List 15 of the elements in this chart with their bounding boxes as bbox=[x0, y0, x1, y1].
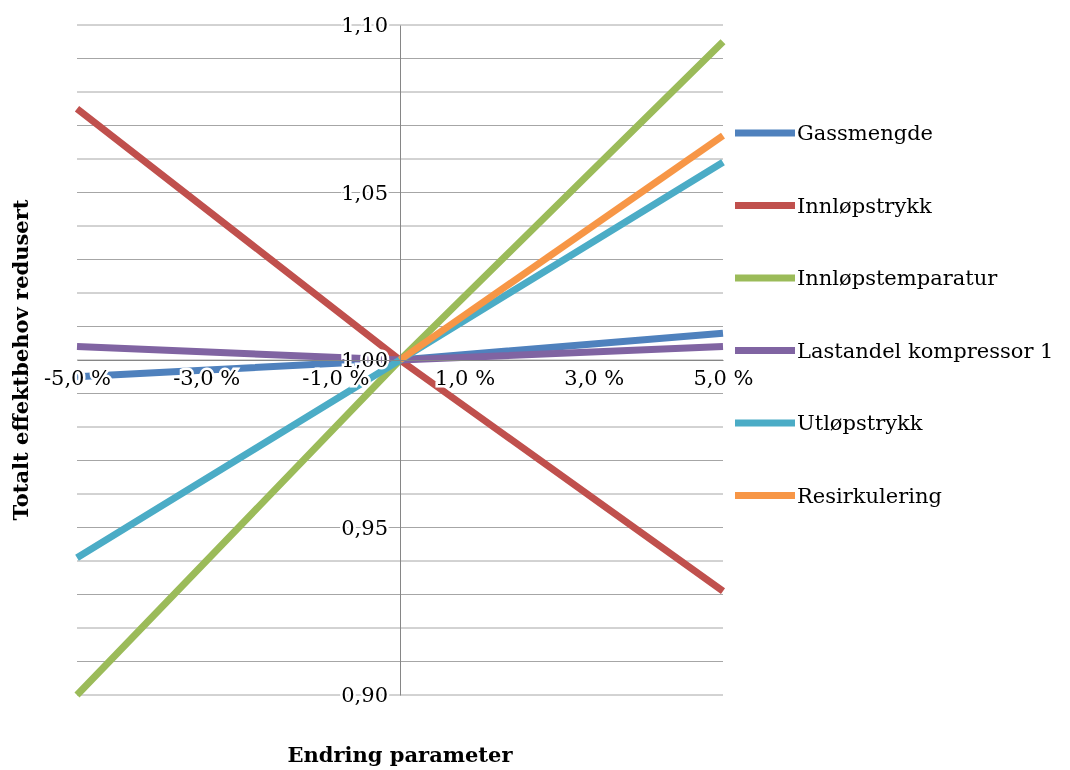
y-tick-label: 0,95 bbox=[341, 515, 388, 540]
legend-label: Gassmengde bbox=[797, 121, 934, 146]
y-axis-title: Totalt effektbehov redusert bbox=[8, 199, 33, 521]
x-axis-title: Endring parameter bbox=[287, 742, 514, 767]
x-tick-label: 3,0 % bbox=[564, 365, 625, 390]
legend-label: Innløpstemparatur bbox=[797, 266, 999, 291]
y-tick-label: 1,05 bbox=[341, 180, 388, 205]
x-tick-label: 5,0 % bbox=[693, 365, 754, 390]
y-tick-label: 0,90 bbox=[341, 683, 388, 708]
legend-label: Innløpstrykk bbox=[797, 193, 932, 218]
legend-label: Lastandel kompressor 1 bbox=[797, 338, 1054, 363]
legend-label: Utløpstrykk bbox=[797, 411, 923, 436]
y-tick-label: 1,10 bbox=[341, 13, 388, 38]
x-tick-label: 1,0 % bbox=[435, 365, 496, 390]
legend-label: Resirkulering bbox=[797, 483, 942, 508]
